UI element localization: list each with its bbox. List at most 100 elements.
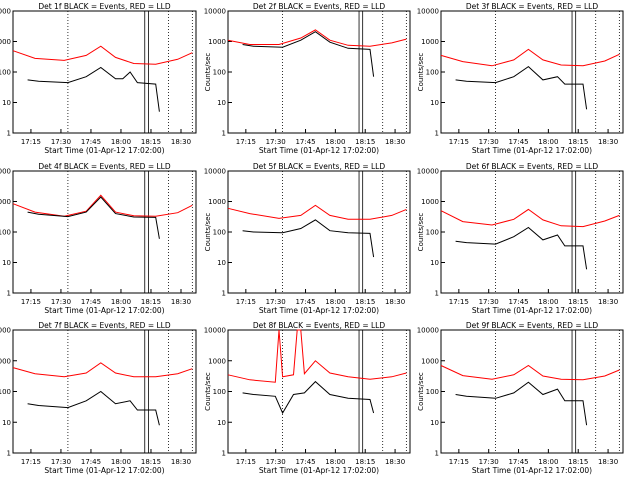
x-axis-label-7: Start Time (01-Apr-12 17:02:00) [44, 466, 164, 475]
x-tick-label-6-3: 18:00 [538, 298, 558, 306]
y-tick-label-2-0: 1 [222, 130, 226, 138]
x-tick-label-1-3: 18:00 [111, 138, 131, 146]
y-tick-label-4-4: 10000 [0, 168, 11, 176]
x-tick-label-7-2: 17:45 [81, 458, 101, 466]
y-tick-label-4-0: 1 [7, 290, 11, 298]
y-axis-label-3: Counts/sec [417, 53, 425, 92]
x-axis-label-6: Start Time (01-Apr-12 17:02:00) [472, 306, 592, 315]
y-tick-label-2-4: 10000 [204, 8, 226, 16]
chart-panel-6: 1 10 100 1000 10000 17:15 17:30 17:45 18:00 18:15… [417, 162, 624, 315]
y-tick-label-7-3: 1000 [0, 357, 11, 365]
chart-title-7: Det 7f BLACK = Events, RED = LLD [38, 321, 171, 330]
chart-title-1: Det 1f BLACK = Events, RED = LLD [38, 2, 171, 11]
series-line-lld-2 [227, 29, 407, 47]
y-axis-label-9: Counts/sec [417, 372, 425, 411]
series-line-events-9 [455, 381, 588, 426]
x-tick-label-3-0: 17:15 [449, 138, 469, 146]
series-line-events-6 [455, 226, 588, 270]
y-tick-label-6-0: 1 [435, 290, 439, 298]
x-tick-label-1-4: 18:15 [141, 138, 161, 146]
x-tick-label-6-2: 17:45 [508, 298, 528, 306]
y-tick-label-7-1: 10 [2, 419, 11, 427]
y-tick-label-3-2: 100 [426, 69, 439, 77]
x-tick-label-6-1: 17:30 [479, 298, 499, 306]
chart-panel-4: 1 10 100 1000 10000 17:15 17:30 17:45 18:00 18:15… [0, 162, 197, 315]
x-tick-label-1-0: 17:15 [21, 138, 41, 146]
chart-title-3: Det 3f BLACK = Events, RED = LLD [466, 2, 599, 11]
y-tick-label-6-1: 10 [430, 259, 439, 267]
y-tick-label-3-4: 10000 [417, 8, 439, 16]
x-tick-label-5-3: 18:00 [325, 298, 345, 306]
series-line-lld-5 [227, 204, 407, 220]
x-tick-label-3-4: 18:15 [568, 138, 588, 146]
series-line-lld-1 [12, 45, 193, 65]
x-tick-label-6-4: 18:15 [568, 298, 588, 306]
x-tick-label-2-1: 17:30 [266, 138, 286, 146]
series-line-events-8 [242, 380, 375, 415]
x-tick-label-1-2: 17:45 [81, 138, 101, 146]
y-tick-label-3-3: 1000 [421, 38, 439, 46]
x-tick-label-4-5: 18:30 [171, 298, 191, 306]
y-tick-label-3-1: 10 [430, 99, 439, 107]
y-tick-label-9-4: 10000 [417, 327, 439, 335]
x-axis-label-2: Start Time (01-Apr-12 17:02:00) [259, 146, 379, 155]
y-tick-label-7-4: 10000 [0, 327, 11, 335]
chart-panel-2: 1 10 100 1000 10000 17:15 17:30 17:45 18:00 18:15… [204, 2, 411, 155]
x-tick-label-8-2: 17:45 [295, 458, 315, 466]
x-tick-label-9-5: 18:30 [598, 458, 618, 466]
y-tick-label-5-0: 1 [222, 290, 226, 298]
x-tick-label-9-2: 17:45 [508, 458, 528, 466]
y-tick-label-1-2: 100 [0, 69, 11, 77]
x-axis-label-8: Start Time (01-Apr-12 17:02:00) [259, 466, 379, 475]
x-tick-label-8-1: 17:30 [266, 458, 286, 466]
x-tick-label-9-1: 17:30 [479, 458, 499, 466]
x-axis-label-3: Start Time (01-Apr-12 17:02:00) [472, 146, 592, 155]
x-tick-label-2-0: 17:15 [236, 138, 256, 146]
series-line-events-5 [242, 219, 375, 258]
x-tick-label-7-0: 17:15 [21, 458, 41, 466]
y-tick-label-4-3: 1000 [0, 198, 11, 206]
x-tick-label-9-0: 17:15 [449, 458, 469, 466]
x-tick-label-5-1: 17:30 [266, 298, 286, 306]
series-line-events-2 [242, 31, 375, 77]
y-axis-label-6: Counts/sec [417, 213, 425, 252]
chart-panel-8: 1 10 100 1000 10000 17:15 17:30 17:45 18:00 18:15… [204, 321, 411, 475]
x-tick-label-9-3: 18:00 [538, 458, 558, 466]
x-tick-label-2-3: 18:00 [325, 138, 345, 146]
x-tick-label-4-3: 18:00 [111, 298, 131, 306]
y-tick-label-9-1: 10 [430, 419, 439, 427]
y-tick-label-4-2: 100 [0, 229, 11, 237]
chart-panel-7: 1 10 100 1000 10000 17:15 17:30 17:45 18:00 18:15… [0, 321, 197, 475]
y-axis-label-5: Counts/sec [204, 213, 212, 252]
y-tick-label-6-4: 10000 [417, 168, 439, 176]
x-tick-label-5-2: 17:45 [295, 298, 315, 306]
x-tick-label-3-3: 18:00 [538, 138, 558, 146]
x-tick-label-3-1: 17:30 [479, 138, 499, 146]
x-axis-label-9: Start Time (01-Apr-12 17:02:00) [472, 466, 592, 475]
y-tick-label-6-3: 1000 [421, 198, 439, 206]
y-tick-label-5-2: 100 [213, 229, 226, 237]
x-tick-label-5-5: 18:30 [385, 298, 405, 306]
x-tick-label-8-3: 18:00 [325, 458, 345, 466]
chart-panel-3: 1 10 100 1000 10000 17:15 17:30 17:45 18:00 18:15… [417, 2, 624, 155]
y-tick-label-7-0: 1 [7, 450, 11, 458]
series-line-lld-4 [12, 194, 193, 217]
x-tick-label-3-2: 17:45 [508, 138, 528, 146]
y-axis-label-2: Counts/sec [204, 53, 212, 92]
x-tick-label-2-2: 17:45 [295, 138, 315, 146]
x-tick-label-2-4: 18:15 [355, 138, 375, 146]
y-tick-label-5-3: 1000 [208, 198, 226, 206]
series-line-events-4 [27, 196, 160, 239]
chart-title-9: Det 9f BLACK = Events, RED = LLD [466, 321, 599, 330]
series-line-events-1 [27, 66, 160, 112]
y-tick-label-2-3: 1000 [208, 38, 226, 46]
x-tick-label-6-0: 17:15 [449, 298, 469, 306]
x-tick-label-3-5: 18:30 [598, 138, 618, 146]
x-axis-label-5: Start Time (01-Apr-12 17:02:00) [259, 306, 379, 315]
y-tick-label-5-4: 10000 [204, 168, 226, 176]
series-line-events-3 [455, 65, 588, 110]
y-tick-label-1-3: 1000 [0, 38, 11, 46]
x-tick-label-2-5: 18:30 [385, 138, 405, 146]
y-tick-label-7-2: 100 [0, 388, 11, 396]
